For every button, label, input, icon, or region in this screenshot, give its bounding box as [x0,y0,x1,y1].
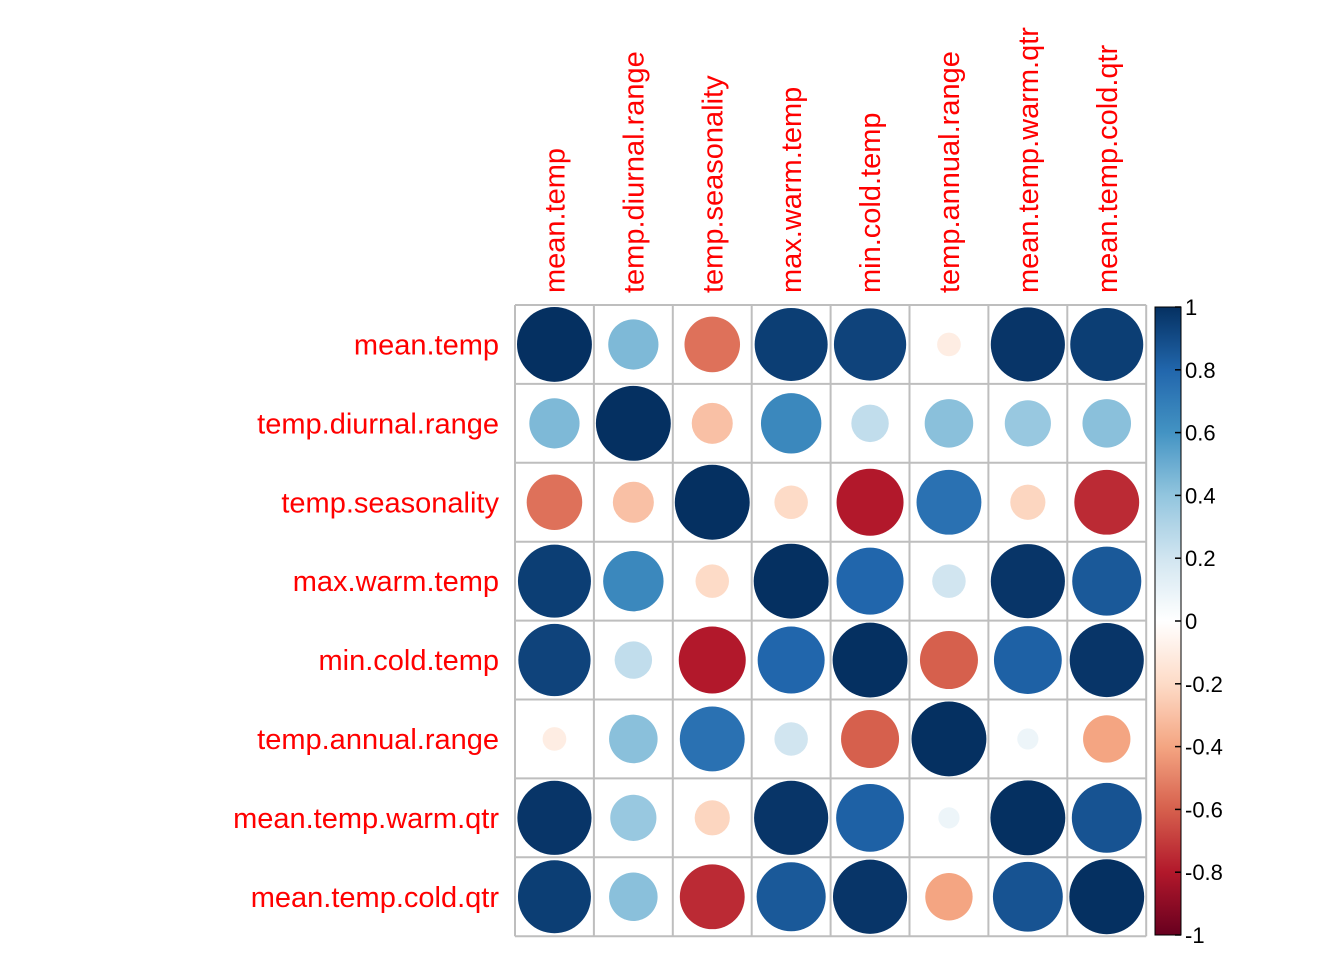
corr-circle-min.cold.temp--temp.diurnal.range [614,641,653,679]
corr-circle-mean.temp.warm.qtr--min.cold.temp [836,783,904,852]
corr-circle-mean.temp--mean.temp [517,307,592,382]
corr-circle-mean.temp.cold.qtr--temp.annual.range [925,873,973,921]
corr-circle-min.cold.temp--mean.temp [518,623,591,697]
colorbar-tick-label: -0.6 [1185,797,1223,822]
grid-layer [514,304,1148,938]
corr-circle-mean.temp.cold.qtr--mean.temp [517,860,591,934]
corr-circle-min.cold.temp--max.warm.temp [757,626,825,694]
corr-circle-mean.temp.cold.qtr--max.warm.temp [756,862,826,932]
corr-circle-max.warm.temp--mean.temp.cold.qtr [1072,546,1142,616]
column-label-temp.seasonality: temp.seasonality [697,75,729,293]
corr-circle-temp.diurnal.range--temp.diurnal.range [595,385,671,461]
column-label-min.cold.temp: min.cold.temp [855,112,887,293]
corr-circle-min.cold.temp--mean.temp.cold.qtr [1069,622,1144,698]
corr-circle-temp.annual.range--temp.seasonality [679,706,745,772]
corr-circle-mean.temp.warm.qtr--temp.seasonality [694,800,730,836]
colorbar-tick-label: 0 [1185,609,1197,634]
corr-circle-mean.temp.cold.qtr--mean.temp.warm.qtr [992,861,1063,932]
column-label-mean.temp: mean.temp [539,148,571,293]
row-label-mean.temp.warm.qtr: mean.temp.warm.qtr [233,803,499,835]
circle-layer [517,307,1145,935]
corr-circle-max.warm.temp--min.cold.temp [836,547,904,615]
corr-circle-temp.diurnal.range--mean.temp.cold.qtr [1082,399,1132,448]
corr-circle-mean.temp.warm.qtr--mean.temp.cold.qtr [1071,782,1142,853]
corr-circle-max.warm.temp--mean.temp [517,544,591,618]
corr-circle-mean.temp--mean.temp.cold.qtr [1070,307,1144,381]
corr-circle-mean.temp.warm.qtr--mean.temp [517,780,592,855]
corr-circle-min.cold.temp--mean.temp.warm.qtr [993,626,1062,694]
corr-circle-temp.seasonality--temp.diurnal.range [612,481,654,523]
corr-circle-max.warm.temp--max.warm.temp [753,543,829,619]
row-label-temp.annual.range: temp.annual.range [257,724,499,756]
corr-circle-temp.diurnal.range--mean.temp [529,398,580,449]
corr-circle-temp.annual.range--mean.temp.cold.qtr [1083,715,1131,763]
corr-circle-min.cold.temp--min.cold.temp [832,622,908,698]
corr-circle-temp.diurnal.range--mean.temp.warm.qtr [1004,400,1051,447]
colorbar-tick-label: -0.2 [1185,672,1223,697]
corr-circle-mean.temp.warm.qtr--max.warm.temp [754,780,829,855]
corr-circle-temp.diurnal.range--temp.annual.range [924,399,974,448]
colorbar-tick-label: 0.6 [1185,421,1216,446]
corr-circle-temp.seasonality--temp.annual.range [916,469,982,535]
corr-circle-min.cold.temp--temp.annual.range [919,631,978,690]
row-label-temp.diurnal.range: temp.diurnal.range [257,408,499,440]
corr-circle-min.cold.temp--temp.seasonality [678,626,746,694]
row-label-max.warm.temp: max.warm.temp [293,566,499,598]
corr-circle-max.warm.temp--temp.diurnal.range [603,550,664,612]
corr-circle-mean.temp.cold.qtr--temp.seasonality [679,864,745,930]
row-labels: mean.temp temp.diurnal.range temp.seasonal… [233,329,499,913]
column-label-mean.temp.warm.qtr: mean.temp.warm.qtr [1013,27,1045,293]
corr-circle-mean.temp.warm.qtr--mean.temp.warm.qtr [990,780,1066,856]
corr-circle-temp.diurnal.range--temp.seasonality [691,402,733,444]
corr-circle-temp.annual.range--max.warm.temp [774,722,808,756]
corr-circle-mean.temp--temp.diurnal.range [608,319,659,370]
corr-circle-mean.temp.cold.qtr--temp.diurnal.range [609,872,658,922]
corr-circle-mean.temp.cold.qtr--min.cold.temp [832,859,908,934]
corr-circle-max.warm.temp--mean.temp.warm.qtr [990,544,1065,619]
corr-circle-temp.annual.range--temp.annual.range [911,701,987,777]
corr-circle-mean.temp--max.warm.temp [754,307,828,381]
column-label-temp.annual.range: temp.annual.range [934,51,966,293]
corr-circle-temp.seasonality--mean.temp.warm.qtr [1010,484,1046,520]
corr-circle-temp.annual.range--mean.temp [542,727,567,751]
corr-circle-mean.temp.warm.qtr--temp.annual.range [938,807,960,829]
colorbar-tick-label: -0.4 [1185,735,1223,760]
corr-circle-mean.temp--temp.annual.range [937,332,961,357]
corr-circle-temp.seasonality--max.warm.temp [774,485,808,519]
color-legend: 1 0.8 0.6 0.4 0.2 0 -0.2 -0.4 -0.6 -0.8 -1 [1154,295,1223,948]
corr-circle-max.warm.temp--temp.annual.range [932,564,966,598]
corr-circle-mean.temp--min.cold.temp [833,308,907,381]
column-labels: mean.temp temp.diurnal.range temp.seasonal… [539,27,1123,293]
row-label-mean.temp.cold.qtr: mean.temp.cold.qtr [251,882,500,914]
corr-circle-temp.seasonality--mean.temp.cold.qtr [1074,469,1140,535]
corr-circle-temp.diurnal.range--max.warm.temp [760,393,822,454]
corr-circle-temp.seasonality--min.cold.temp [836,468,904,536]
corr-circle-mean.temp--temp.seasonality [684,316,741,373]
corr-circle-temp.seasonality--mean.temp [526,474,583,531]
corr-circle-mean.temp.cold.qtr--mean.temp.cold.qtr [1069,859,1145,935]
colorbar-tick-label: 0.2 [1185,546,1216,571]
colorbar-tick-label: 0.4 [1185,483,1216,508]
corr-circle-temp.annual.range--temp.diurnal.range [609,714,658,764]
corr-circle-temp.seasonality--temp.seasonality [674,464,750,540]
corr-circle-temp.diurnal.range--min.cold.temp [851,404,889,443]
column-label-max.warm.temp: max.warm.temp [776,87,808,293]
colorbar-tick-label: -0.8 [1185,860,1223,885]
corr-circle-mean.temp.warm.qtr--temp.diurnal.range [610,794,657,841]
corr-circle-max.warm.temp--temp.seasonality [695,564,729,598]
row-label-min.cold.temp: min.cold.temp [318,645,499,677]
column-label-temp.diurnal.range: temp.diurnal.range [618,51,650,293]
corr-circle-temp.annual.range--mean.temp.warm.qtr [1017,728,1039,750]
corr-circle-temp.annual.range--min.cold.temp [841,709,900,768]
row-label-temp.seasonality: temp.seasonality [281,487,499,519]
corr-circle-mean.temp--mean.temp.warm.qtr [990,307,1065,382]
colorbar-tick-label: 1 [1185,295,1197,320]
colorbar-tick-label: -1 [1185,923,1205,948]
column-label-mean.temp.cold.qtr: mean.temp.cold.qtr [1092,44,1124,293]
colorbar-tick-label: 0.8 [1185,358,1216,383]
row-label-mean.temp: mean.temp [354,329,499,361]
